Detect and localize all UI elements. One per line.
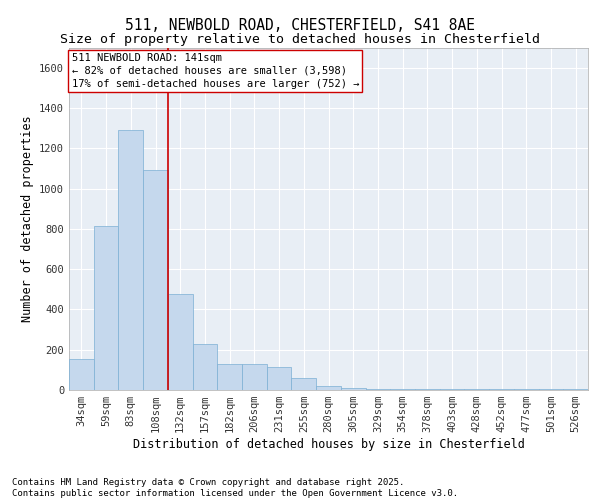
Bar <box>217 364 242 390</box>
Bar <box>292 378 316 390</box>
Text: 511, NEWBOLD ROAD, CHESTERFIELD, S41 8AE: 511, NEWBOLD ROAD, CHESTERFIELD, S41 8AE <box>125 18 475 32</box>
Bar <box>143 170 168 390</box>
X-axis label: Distribution of detached houses by size in Chesterfield: Distribution of detached houses by size … <box>133 438 524 451</box>
Text: Size of property relative to detached houses in Chesterfield: Size of property relative to detached ho… <box>60 32 540 46</box>
Bar <box>242 364 267 390</box>
Bar <box>267 368 292 390</box>
Bar <box>193 344 217 390</box>
Bar <box>341 388 365 390</box>
Bar <box>118 130 143 390</box>
Bar <box>94 226 118 390</box>
Bar <box>316 386 341 390</box>
Text: Contains HM Land Registry data © Crown copyright and database right 2025.
Contai: Contains HM Land Registry data © Crown c… <box>12 478 458 498</box>
Y-axis label: Number of detached properties: Number of detached properties <box>20 116 34 322</box>
Bar <box>168 294 193 390</box>
Text: 511 NEWBOLD ROAD: 141sqm
← 82% of detached houses are smaller (3,598)
17% of sem: 511 NEWBOLD ROAD: 141sqm ← 82% of detach… <box>71 52 359 89</box>
Bar <box>69 360 94 390</box>
